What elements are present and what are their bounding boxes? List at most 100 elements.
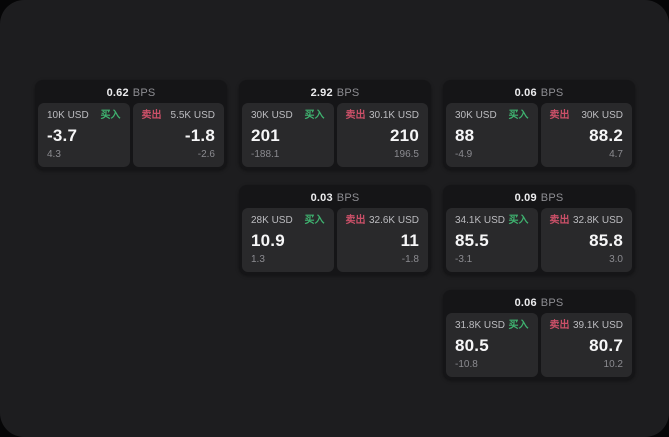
sell-panel[interactable]: 卖出 32.6K USD 11 -1.8 (336, 208, 428, 272)
sell-panel-header: 卖出 32.8K USD (550, 215, 624, 227)
sell-side-label: 卖出 (549, 215, 570, 226)
buy-panel[interactable]: 34.1K USD 买入 85.5 -3.1 (446, 208, 538, 272)
spread-card-header: 0.03 BPS (242, 188, 428, 208)
buy-panel[interactable]: 31.8K USD 买入 80.5 -10.8 (446, 313, 538, 377)
buy-side-label: 买入 (304, 110, 325, 121)
sell-price: -1.8 (184, 126, 215, 145)
sell-price: 80.7 (589, 336, 623, 355)
buy-price: 201 (251, 126, 280, 145)
sell-sub-value: 10.2 (603, 359, 623, 370)
sell-side-label: 卖出 (345, 110, 366, 121)
spread-card-header: 0.06 BPS (446, 83, 632, 103)
buy-panel-header: 28K USD 买入 (251, 215, 325, 227)
sell-panel[interactable]: 卖出 32.8K USD 85.8 3.0 (540, 208, 632, 272)
sell-price: 210 (390, 126, 419, 145)
buy-panel-header: 30K USD 买入 (251, 110, 325, 122)
buy-side-label: 买入 (508, 320, 529, 331)
bps-value: 0.03 (310, 192, 333, 204)
buy-sub-value: -10.8 (455, 359, 478, 370)
bps-unit-label: BPS (336, 87, 360, 99)
bps-unit-label: BPS (132, 87, 156, 99)
sell-sub-value: -1.8 (401, 254, 419, 265)
buy-sell-panels: 30K USD 买入 201 -188.1 卖出 30.1K USD 210 1… (242, 103, 428, 167)
sell-notional: 32.6K USD (368, 215, 419, 226)
buy-notional: 28K USD (251, 215, 293, 226)
sell-price: 11 (400, 231, 419, 250)
buy-notional: 31.8K USD (455, 320, 506, 331)
card-grid: 0.62 BPS 10K USD 买入 -3.7 4.3 卖出 5.5K USD… (35, 80, 635, 380)
buy-price: -3.7 (47, 126, 78, 145)
sell-sub-value: -2.6 (197, 149, 215, 160)
buy-notional: 10K USD (47, 110, 89, 121)
spread-card: 0.62 BPS 10K USD 买入 -3.7 4.3 卖出 5.5K USD… (35, 80, 227, 170)
bps-unit-label: BPS (540, 87, 564, 99)
buy-price: 88 (455, 126, 475, 145)
bps-value: 0.06 (514, 87, 537, 99)
sell-sub-value: 4.7 (609, 149, 623, 160)
spread-card: 0.06 BPS 31.8K USD 买入 80.5 -10.8 卖出 39.1… (443, 290, 635, 380)
sell-notional: 30K USD (581, 110, 623, 121)
buy-sub-value: -4.9 (455, 149, 473, 160)
sell-sub-value: 3.0 (609, 254, 623, 265)
buy-panel-header: 30K USD 买入 (455, 110, 529, 122)
buy-sub-value: -188.1 (251, 149, 280, 160)
buy-side-label: 买入 (304, 215, 325, 226)
sell-panel[interactable]: 卖出 30.1K USD 210 196.5 (336, 103, 428, 167)
sell-side-label: 卖出 (549, 110, 570, 121)
buy-notional: 30K USD (455, 110, 497, 121)
spread-card-header: 0.06 BPS (446, 293, 632, 313)
buy-side-label: 买入 (100, 110, 121, 121)
bps-value: 0.62 (106, 87, 129, 99)
buy-panel[interactable]: 30K USD 买入 88 -4.9 (446, 103, 538, 167)
spread-card: 0.09 BPS 34.1K USD 买入 85.5 -3.1 卖出 32.8K… (443, 185, 635, 275)
buy-panel[interactable]: 30K USD 买入 201 -188.1 (242, 103, 334, 167)
sell-side-label: 卖出 (345, 215, 366, 226)
buy-panel-header: 10K USD 买入 (47, 110, 121, 122)
buy-sub-value: 1.3 (251, 254, 265, 265)
spread-card: 2.92 BPS 30K USD 买入 201 -188.1 卖出 30.1K … (239, 80, 431, 170)
buy-panel-header: 34.1K USD 买入 (455, 215, 529, 227)
sell-panel-header: 卖出 39.1K USD (550, 320, 624, 332)
sell-price: 85.8 (589, 231, 623, 250)
bps-unit-label: BPS (540, 297, 564, 309)
buy-sell-panels: 31.8K USD 买入 80.5 -10.8 卖出 39.1K USD 80.… (446, 313, 632, 377)
buy-sell-panels: 30K USD 买入 88 -4.9 卖出 30K USD 88.2 4.7 (446, 103, 632, 167)
spread-card: 0.03 BPS 28K USD 买入 10.9 1.3 卖出 32.6K US… (239, 185, 431, 275)
buy-notional: 30K USD (251, 110, 293, 121)
buy-sell-panels: 34.1K USD 买入 85.5 -3.1 卖出 32.8K USD 85.8… (446, 208, 632, 272)
sell-side-label: 卖出 (141, 110, 162, 121)
buy-side-label: 买入 (508, 215, 529, 226)
bps-value: 0.09 (514, 192, 537, 204)
buy-price: 85.5 (455, 231, 489, 250)
buy-side-label: 买入 (508, 110, 529, 121)
sell-panel-header: 卖出 30.1K USD (346, 110, 420, 122)
sell-side-label: 卖出 (549, 320, 570, 331)
buy-price: 80.5 (455, 336, 489, 355)
bps-value: 2.92 (310, 87, 333, 99)
sell-sub-value: 196.5 (393, 149, 419, 160)
buy-sub-value: -3.1 (455, 254, 473, 265)
buy-panel[interactable]: 10K USD 买入 -3.7 4.3 (38, 103, 130, 167)
sell-panel-header: 卖出 5.5K USD (142, 110, 216, 122)
buy-sell-panels: 28K USD 买入 10.9 1.3 卖出 32.6K USD 11 -1.8 (242, 208, 428, 272)
sell-panel[interactable]: 卖出 30K USD 88.2 4.7 (540, 103, 632, 167)
buy-sub-value: 4.3 (47, 149, 61, 160)
sell-notional: 5.5K USD (170, 110, 215, 121)
sell-panel-header: 卖出 30K USD (550, 110, 624, 122)
buy-panel-header: 31.8K USD 买入 (455, 320, 529, 332)
sell-panel[interactable]: 卖出 39.1K USD 80.7 10.2 (540, 313, 632, 377)
spread-card-header: 0.62 BPS (38, 83, 224, 103)
buy-price: 10.9 (251, 231, 285, 250)
sell-notional: 30.1K USD (368, 110, 419, 121)
spread-card-header: 2.92 BPS (242, 83, 428, 103)
sell-panel[interactable]: 卖出 5.5K USD -1.8 -2.6 (132, 103, 224, 167)
sell-notional: 32.8K USD (572, 215, 623, 226)
sell-price: 88.2 (589, 126, 623, 145)
buy-panel[interactable]: 28K USD 买入 10.9 1.3 (242, 208, 334, 272)
sell-panel-header: 卖出 32.6K USD (346, 215, 420, 227)
spread-card-header: 0.09 BPS (446, 188, 632, 208)
sell-notional: 39.1K USD (572, 320, 623, 331)
buy-notional: 34.1K USD (455, 215, 506, 226)
bps-unit-label: BPS (540, 192, 564, 204)
